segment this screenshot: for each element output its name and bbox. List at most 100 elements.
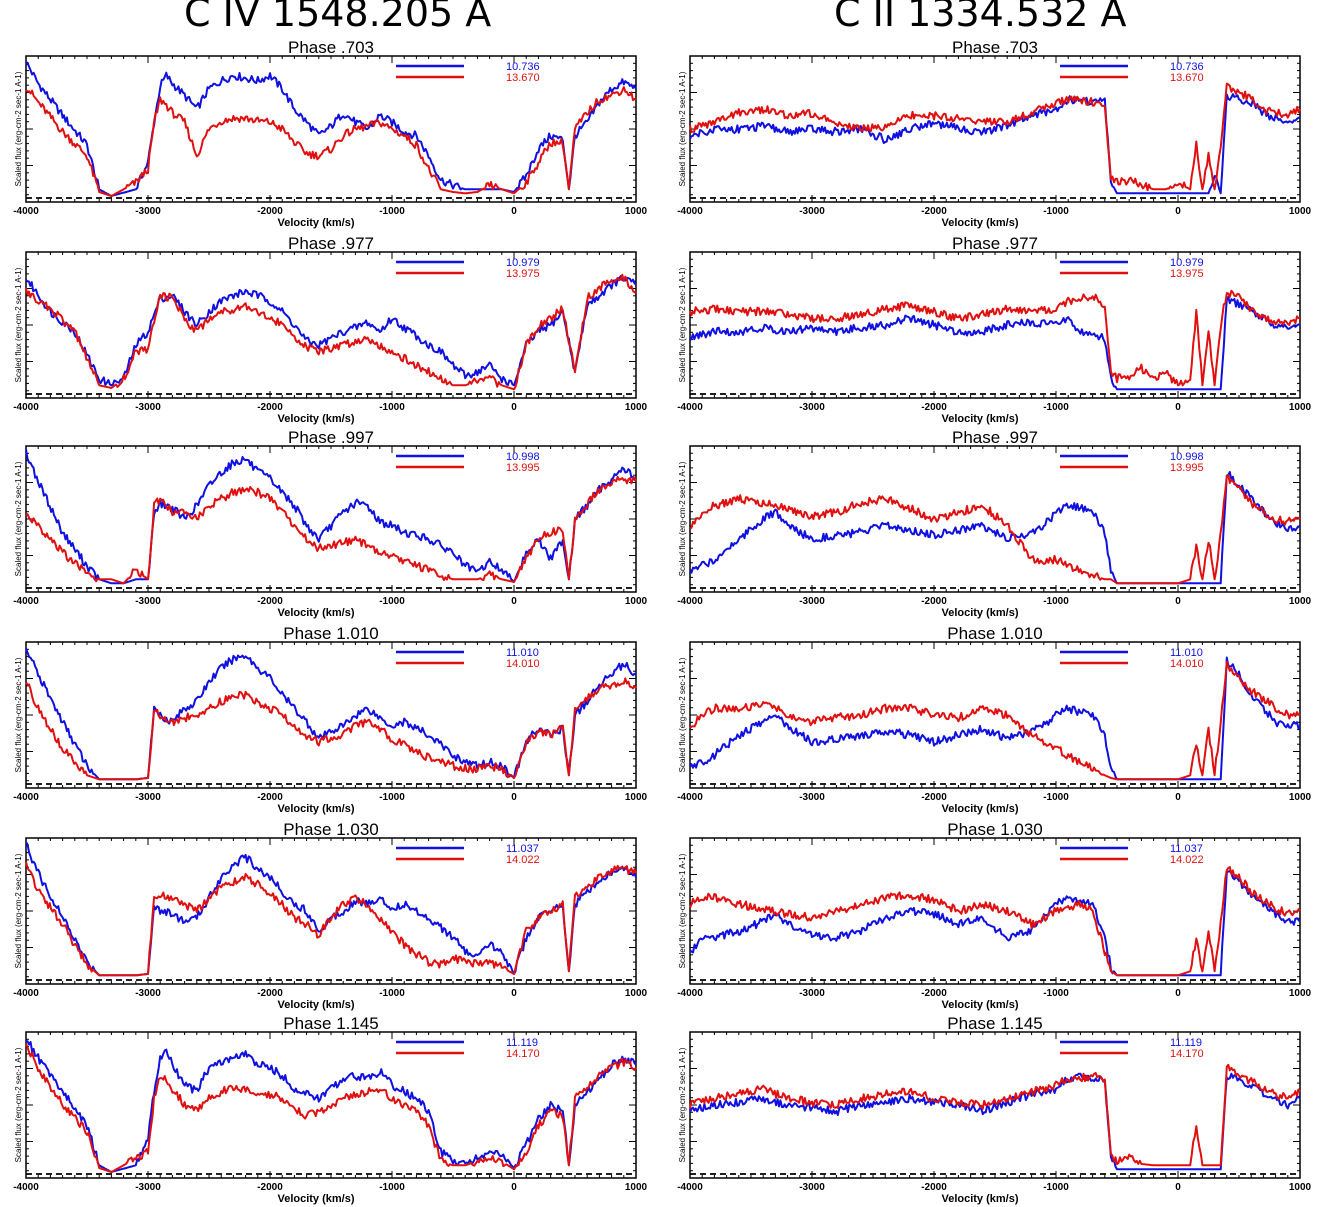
panel-title: Phase 1.030 — [283, 820, 378, 839]
series-line — [25, 677, 637, 781]
x-axis-label: Velocity (km/s) — [941, 999, 1018, 1011]
y-axis-label: Scaled flux (erg-cm-2 sec-1 A-1) — [14, 461, 23, 576]
panel-title: Phase .977 — [952, 234, 1038, 253]
series-line — [689, 1063, 1301, 1167]
x-tick-label: -2000 — [257, 596, 283, 607]
panel-title: Phase 1.030 — [947, 820, 1042, 839]
series-line — [25, 1043, 637, 1173]
x-tick-label: 0 — [511, 792, 517, 803]
plot-frame — [25, 1031, 637, 1179]
x-tick-label: -4000 — [13, 1182, 39, 1193]
x-tick-label: -1000 — [1043, 402, 1069, 413]
x-tick-label: -1000 — [1043, 1182, 1069, 1193]
legend-label: 10.998 — [1170, 451, 1204, 463]
x-tick-label: -2000 — [921, 1182, 947, 1193]
legend-label: 10.736 — [1170, 61, 1204, 73]
x-axis-label: Velocity (km/s) — [941, 413, 1018, 425]
x-axis-label: Velocity (km/s) — [941, 217, 1018, 229]
x-tick-label: -4000 — [13, 792, 39, 803]
x-tick-label: 1000 — [1289, 988, 1312, 999]
series-line — [689, 82, 1301, 192]
series-line — [25, 475, 637, 585]
legend-label: 13.995 — [506, 462, 540, 474]
x-tick-label: -4000 — [13, 596, 39, 607]
legend-label: 13.670 — [1170, 72, 1204, 84]
legend-label: 14.170 — [1170, 1048, 1204, 1060]
x-tick-label: -3000 — [135, 988, 161, 999]
x-tick-label: 0 — [511, 1182, 517, 1193]
series-line — [689, 870, 1301, 977]
panel-civ-1: Phase .977 -4000 -3000 -2000 -1000 0 1000 Veloc… — [13, 234, 647, 425]
panel-civ-4: Phase 1.030 -4000 -3000 -2000 -1000 0 1000 Velo… — [13, 820, 647, 1011]
x-tick-label: 0 — [511, 596, 517, 607]
series-line — [689, 866, 1301, 977]
x-tick-label: -2000 — [921, 596, 947, 607]
x-axis-label: Velocity (km/s) — [277, 803, 354, 815]
x-tick-label: -4000 — [13, 206, 39, 217]
x-tick-label: 1000 — [625, 1182, 648, 1193]
legend-label: 10.979 — [1170, 257, 1204, 269]
y-axis-label: Scaled flux (erg-cm-2 sec-1 A-1) — [14, 853, 23, 968]
x-tick-label: -4000 — [677, 988, 703, 999]
legend-label: 14.010 — [1170, 658, 1204, 670]
series-line — [689, 93, 1301, 195]
column-title-cii: C II 1334.532 A — [834, 0, 1127, 35]
x-tick-label: -4000 — [677, 792, 703, 803]
x-tick-label: -4000 — [677, 1182, 703, 1193]
panel-cii-2: Phase .997 -4000 -3000 -2000 -1000 0 1000 Veloc… — [677, 428, 1311, 619]
legend-label: 14.010 — [506, 658, 540, 670]
x-tick-label: 0 — [1175, 988, 1181, 999]
series-line — [689, 656, 1301, 781]
legend-label: 14.022 — [1170, 854, 1204, 866]
panel-civ-5: Phase 1.145 -4000 -3000 -2000 -1000 0 1000 Velo… — [13, 1014, 647, 1205]
x-tick-label: -3000 — [799, 1182, 825, 1193]
x-tick-label: -1000 — [1043, 988, 1069, 999]
panel-civ-3: Phase 1.010 -4000 -3000 -2000 -1000 0 1000 Velo… — [13, 624, 647, 815]
legend-label: 13.670 — [506, 72, 540, 84]
x-tick-label: -1000 — [379, 596, 405, 607]
series-line — [25, 648, 637, 781]
panel-cii-4: Phase 1.030 -4000 -3000 -2000 -1000 0 1000 Velo… — [677, 820, 1311, 1011]
x-tick-label: -2000 — [257, 1182, 283, 1193]
x-tick-label: -1000 — [379, 206, 405, 217]
legend-label: 11.037 — [1170, 843, 1203, 855]
x-tick-label: 0 — [1175, 1182, 1181, 1193]
panel-cii-0: Phase .703 -4000 -3000 -2000 -1000 0 1000 Veloc… — [677, 38, 1311, 229]
legend-label: 13.995 — [1170, 462, 1204, 474]
x-tick-label: -3000 — [799, 988, 825, 999]
panel-title: Phase .977 — [288, 234, 374, 253]
panel-cii-5: Phase 1.145 -4000 -3000 -2000 -1000 0 1000 Velo… — [677, 1014, 1311, 1205]
panel-civ-2: Phase .997 -4000 -3000 -2000 -1000 0 1000 Veloc… — [13, 428, 647, 619]
x-tick-label: -2000 — [257, 402, 283, 413]
panel-title: Phase .703 — [288, 38, 374, 57]
panel-title: Phase 1.145 — [283, 1014, 378, 1033]
panel-title: Phase .997 — [288, 428, 374, 447]
panel-title: Phase 1.145 — [947, 1014, 1042, 1033]
y-axis-label: Scaled flux (erg-cm-2 sec-1 A-1) — [14, 657, 23, 772]
x-tick-label: -3000 — [135, 596, 161, 607]
legend-label: 10.736 — [506, 61, 540, 73]
x-tick-label: 1000 — [625, 402, 648, 413]
legend-label: 11.037 — [506, 843, 539, 855]
legend-label: 11.010 — [1170, 647, 1203, 659]
x-tick-label: 0 — [511, 206, 517, 217]
legend-label: 10.998 — [506, 451, 540, 463]
panel-title: Phase 1.010 — [283, 624, 378, 643]
x-tick-label: 0 — [1175, 402, 1181, 413]
x-tick-label: -1000 — [1043, 206, 1069, 217]
legend-label: 13.975 — [1170, 268, 1204, 280]
series-line — [689, 296, 1301, 391]
panel-title: Phase .997 — [952, 428, 1038, 447]
x-tick-label: -1000 — [379, 402, 405, 413]
y-axis-label: Scaled flux (erg-cm-2 sec-1 A-1) — [678, 853, 687, 968]
x-tick-label: -4000 — [13, 988, 39, 999]
legend-label: 14.170 — [506, 1048, 540, 1060]
series-line — [689, 1072, 1301, 1171]
legend-label: 13.975 — [506, 268, 540, 280]
legend-label: 10.979 — [506, 257, 540, 269]
x-axis-label: Velocity (km/s) — [277, 999, 354, 1011]
panel-cii-3: Phase 1.010 -4000 -3000 -2000 -1000 0 1000 Velo… — [677, 624, 1311, 815]
y-axis-label: Scaled flux (erg-cm-2 sec-1 A-1) — [14, 267, 23, 382]
y-axis-label: Scaled flux (erg-cm-2 sec-1 A-1) — [678, 657, 687, 772]
